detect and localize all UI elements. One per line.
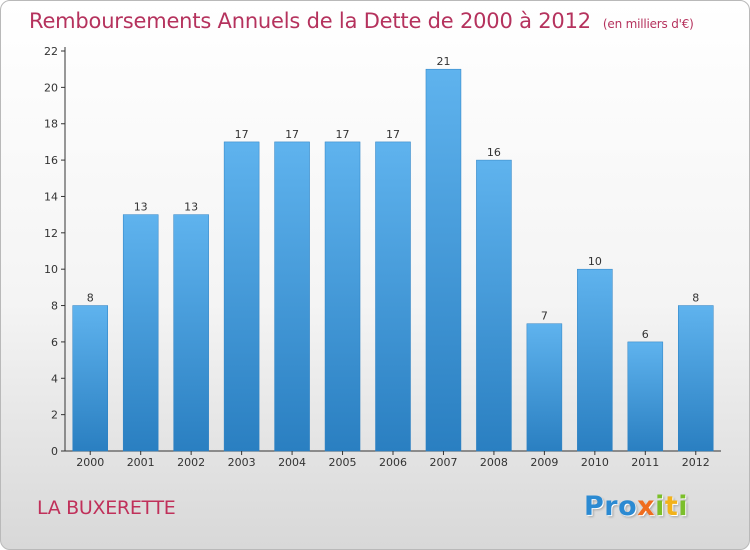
data-label: 21: [436, 55, 450, 68]
bar: [476, 159, 512, 452]
y-tick-label: 12: [44, 227, 58, 240]
data-label: 17: [285, 128, 299, 141]
bar: [324, 141, 361, 452]
x-tick-label: 2001: [127, 456, 155, 469]
data-label: 17: [386, 128, 400, 141]
y-tick-label: 22: [44, 45, 58, 58]
x-tick-label: 2002: [177, 456, 205, 469]
y-tick-label: 20: [44, 81, 58, 94]
bar: [627, 341, 664, 452]
x-tick-label: 2006: [379, 456, 407, 469]
x-tick-label: 2010: [581, 456, 609, 469]
y-tick-label: 0: [51, 445, 58, 458]
y-tick-label: 10: [44, 263, 58, 276]
x-tick-label: 2003: [228, 456, 256, 469]
data-label: 10: [588, 255, 602, 268]
proxiti-logo: Proxiti: [584, 491, 689, 522]
data-label: 16: [487, 146, 501, 159]
bar: [173, 214, 209, 452]
data-label: 17: [336, 128, 350, 141]
unit-label: (en milliers d'€): [602, 17, 694, 31]
bar: [122, 214, 159, 452]
y-tick-label: 18: [44, 118, 58, 131]
bar: [678, 305, 714, 452]
data-label: 13: [184, 201, 198, 214]
y-tick-label: 14: [44, 190, 58, 203]
data-label: 6: [642, 328, 649, 341]
data-label: 17: [235, 128, 249, 141]
bar: [274, 141, 310, 452]
commune-name: LA BUXERETTE: [37, 497, 176, 519]
chart-title-text: Remboursements Annuels de la Dette de 20…: [29, 9, 591, 33]
y-tick-label: 4: [51, 372, 58, 385]
bar: [375, 141, 411, 452]
bar: [223, 141, 260, 452]
data-label: 13: [134, 201, 148, 214]
y-tick-label: 16: [44, 154, 58, 167]
x-tick-label: 2005: [329, 456, 357, 469]
x-tick-label: 2008: [480, 456, 508, 469]
bar: [526, 323, 563, 452]
x-tick-label: 2009: [530, 456, 558, 469]
x-tick-label: 2012: [682, 456, 710, 469]
data-label: 8: [692, 292, 699, 305]
y-tick-label: 6: [51, 336, 58, 349]
y-tick-label: 2: [51, 409, 58, 422]
data-label: 7: [541, 310, 548, 323]
data-label: 8: [87, 292, 94, 305]
bar: [72, 305, 108, 452]
bar: [425, 68, 462, 452]
x-tick-label: 2000: [76, 456, 104, 469]
x-tick-label: 2007: [429, 456, 457, 469]
bar: [577, 268, 613, 452]
x-tick-label: 2004: [278, 456, 306, 469]
chart-title: Remboursements Annuels de la Dette de 20…: [29, 9, 694, 33]
x-tick-label: 2011: [631, 456, 659, 469]
y-tick-label: 8: [51, 300, 58, 313]
